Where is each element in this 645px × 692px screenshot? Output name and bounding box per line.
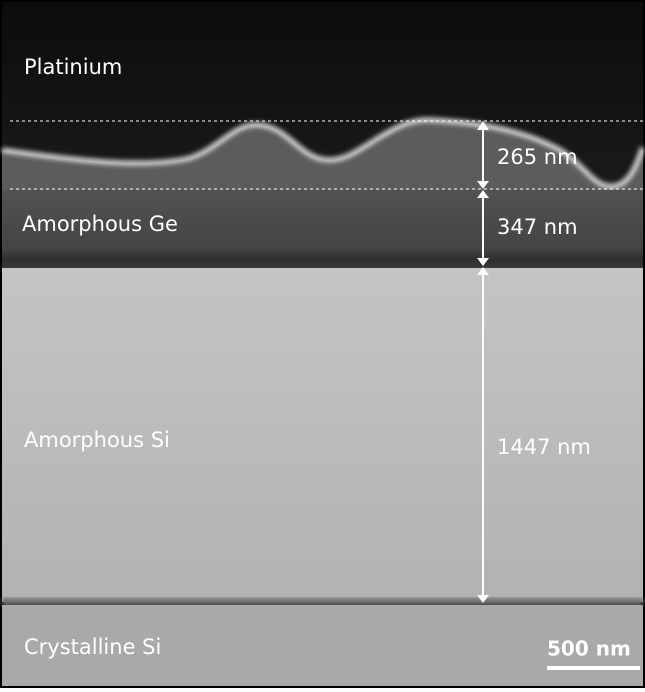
- page: Platinium Amorphous Ge Amorphous Si Crys…: [0, 0, 645, 688]
- scale-bar: [547, 666, 640, 670]
- layer-label: Crystalline Si: [24, 635, 161, 659]
- thickness-label: 347 nm: [497, 215, 578, 239]
- micrograph: Platinium Amorphous Ge Amorphous Si Crys…: [0, 0, 645, 688]
- layer-label: Platinium: [24, 55, 122, 79]
- layer-label: Amorphous Ge: [22, 212, 178, 236]
- interface: [2, 598, 643, 606]
- thickness-label: 265 nm: [497, 145, 578, 169]
- layer-label: Amorphous Si: [24, 428, 170, 452]
- scale-bar-label: 500 nm: [547, 637, 631, 661]
- thickness-label: 1447 nm: [497, 435, 591, 459]
